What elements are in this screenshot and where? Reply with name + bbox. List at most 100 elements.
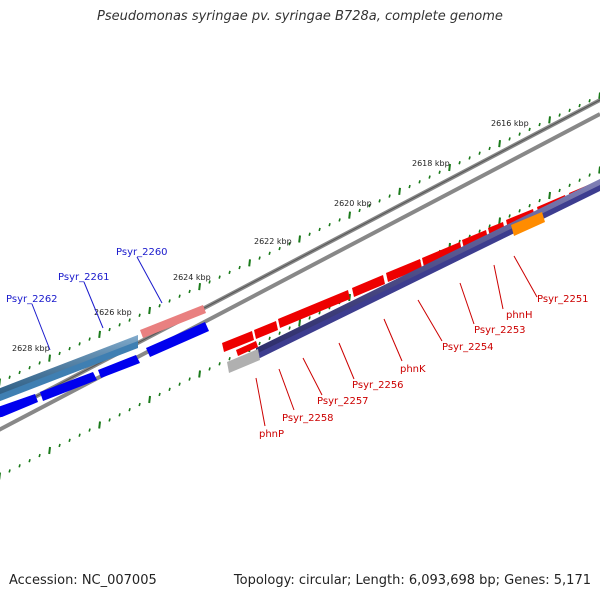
minor-tick	[578, 178, 581, 182]
scale-label: 2624 kbp	[173, 273, 211, 282]
gene-bar-red-edge[interactable]	[236, 341, 258, 356]
minor-tick	[558, 188, 561, 193]
major-tick	[98, 421, 101, 429]
gene-bar-red-5[interactable]	[386, 259, 422, 282]
minor-tick	[58, 351, 61, 356]
minor-tick	[28, 458, 31, 463]
minor-tick	[138, 402, 141, 407]
gene-label-psyr-2262[interactable]: Psyr_2262	[6, 294, 58, 305]
minor-tick	[508, 137, 511, 141]
minor-tick	[78, 342, 81, 346]
gene-label-phnh[interactable]: phnH	[506, 310, 533, 321]
gene-bar-red-3[interactable]	[278, 290, 350, 328]
gene-bar-blue-1[interactable]	[0, 394, 38, 417]
minor-tick	[388, 194, 391, 198]
major-tick	[498, 217, 501, 225]
minor-tick	[128, 318, 131, 322]
minor-tick	[108, 418, 111, 422]
scale-label: 2622 kbp	[254, 237, 292, 246]
minor-tick	[308, 316, 311, 320]
minor-tick	[218, 275, 221, 279]
minor-tick	[568, 183, 571, 188]
major-tick	[448, 163, 451, 172]
gene-bar-red-4[interactable]	[352, 275, 385, 297]
minor-tick	[278, 246, 281, 251]
minor-tick	[228, 356, 231, 361]
minor-tick	[488, 224, 491, 228]
gene-bar-red-6[interactable]	[422, 242, 462, 267]
minor-tick	[8, 469, 11, 473]
left-gene-track	[0, 305, 209, 417]
major-tick	[148, 395, 151, 404]
gene-label-psyr-2253[interactable]: Psyr_2253	[474, 325, 526, 336]
scale-label: 2618 kbp	[412, 159, 450, 168]
minor-tick	[518, 209, 521, 213]
scale-label: 2628 kbp	[12, 344, 50, 353]
reverse-gene-labels: Psyr_2251 phnH Psyr_2253 Psyr_2254 phnK …	[255, 255, 589, 440]
gene-label-phnp[interactable]: phnP	[259, 429, 284, 440]
gene-bar-red-2[interactable]	[254, 321, 278, 339]
minor-tick	[108, 327, 111, 332]
minor-tick	[228, 270, 231, 275]
minor-tick	[38, 453, 41, 458]
inner-scale-ticks	[0, 166, 600, 480]
minor-tick	[268, 336, 271, 341]
gene-label-psyr-2257[interactable]: Psyr_2257	[317, 396, 369, 407]
minor-tick	[558, 113, 561, 117]
minor-tick	[168, 387, 171, 392]
gene-bar-red-1[interactable]	[222, 331, 254, 352]
genome-stats-text: Topology: circular; Length: 6,093,698 bp…	[233, 573, 591, 588]
minor-tick	[128, 407, 131, 412]
minor-tick	[88, 428, 91, 432]
gene-label-psyr-2251[interactable]: Psyr_2251	[537, 294, 589, 305]
minor-tick	[328, 222, 331, 227]
major-tick	[348, 211, 351, 219]
gene-label-phnk[interactable]: phnK	[400, 364, 426, 375]
gene-label-psyr-2256[interactable]: Psyr_2256	[352, 380, 404, 391]
minor-tick	[238, 265, 241, 270]
minor-tick	[178, 382, 181, 386]
outer-scale-ticks	[0, 92, 600, 386]
minor-tick	[478, 229, 481, 233]
gene-bar-psyr-2260-shaded[interactable]	[140, 305, 206, 338]
minor-tick	[588, 99, 591, 103]
minor-tick	[538, 122, 541, 127]
gene-label-psyr-2258[interactable]: Psyr_2258	[282, 413, 334, 424]
minor-tick	[308, 232, 311, 236]
minor-tick	[258, 341, 261, 346]
minor-tick	[168, 299, 171, 303]
minor-tick	[468, 156, 471, 160]
gene-bar-blue-2[interactable]	[40, 372, 97, 401]
major-tick	[548, 116, 551, 124]
gene-label-psyr-2260[interactable]: Psyr_2260	[116, 247, 168, 258]
scale-label: 2616 kbp	[491, 119, 529, 128]
minor-tick	[508, 214, 511, 218]
minor-tick	[518, 132, 521, 136]
minor-tick	[158, 392, 161, 397]
gene-bar-blue-4[interactable]	[146, 322, 209, 357]
minor-tick	[528, 203, 531, 208]
gene-label-psyr-2254[interactable]: Psyr_2254	[442, 342, 494, 353]
minor-tick	[318, 311, 321, 315]
major-tick	[198, 283, 201, 291]
major-tick	[48, 354, 51, 362]
minor-tick	[88, 337, 91, 341]
gene-bar-blue-3[interactable]	[98, 355, 140, 378]
gene-label-psyr-2261[interactable]: Psyr_2261	[58, 272, 110, 283]
minor-tick	[378, 199, 381, 203]
minor-tick	[588, 173, 591, 177]
minor-tick	[258, 256, 261, 260]
minor-tick	[578, 103, 581, 108]
forward-gene-labels: Psyr_2260 Psyr_2261 Psyr_2262	[6, 247, 168, 351]
minor-tick	[278, 331, 281, 335]
gene-bar-orange[interactable]	[511, 212, 545, 236]
major-tick	[498, 140, 501, 148]
minor-tick	[178, 294, 181, 298]
minor-tick	[438, 170, 441, 174]
minor-tick	[288, 326, 291, 330]
minor-tick	[478, 151, 481, 155]
gene-bar-gray[interactable]	[227, 349, 260, 373]
major-tick	[48, 446, 51, 455]
minor-tick	[28, 365, 31, 370]
